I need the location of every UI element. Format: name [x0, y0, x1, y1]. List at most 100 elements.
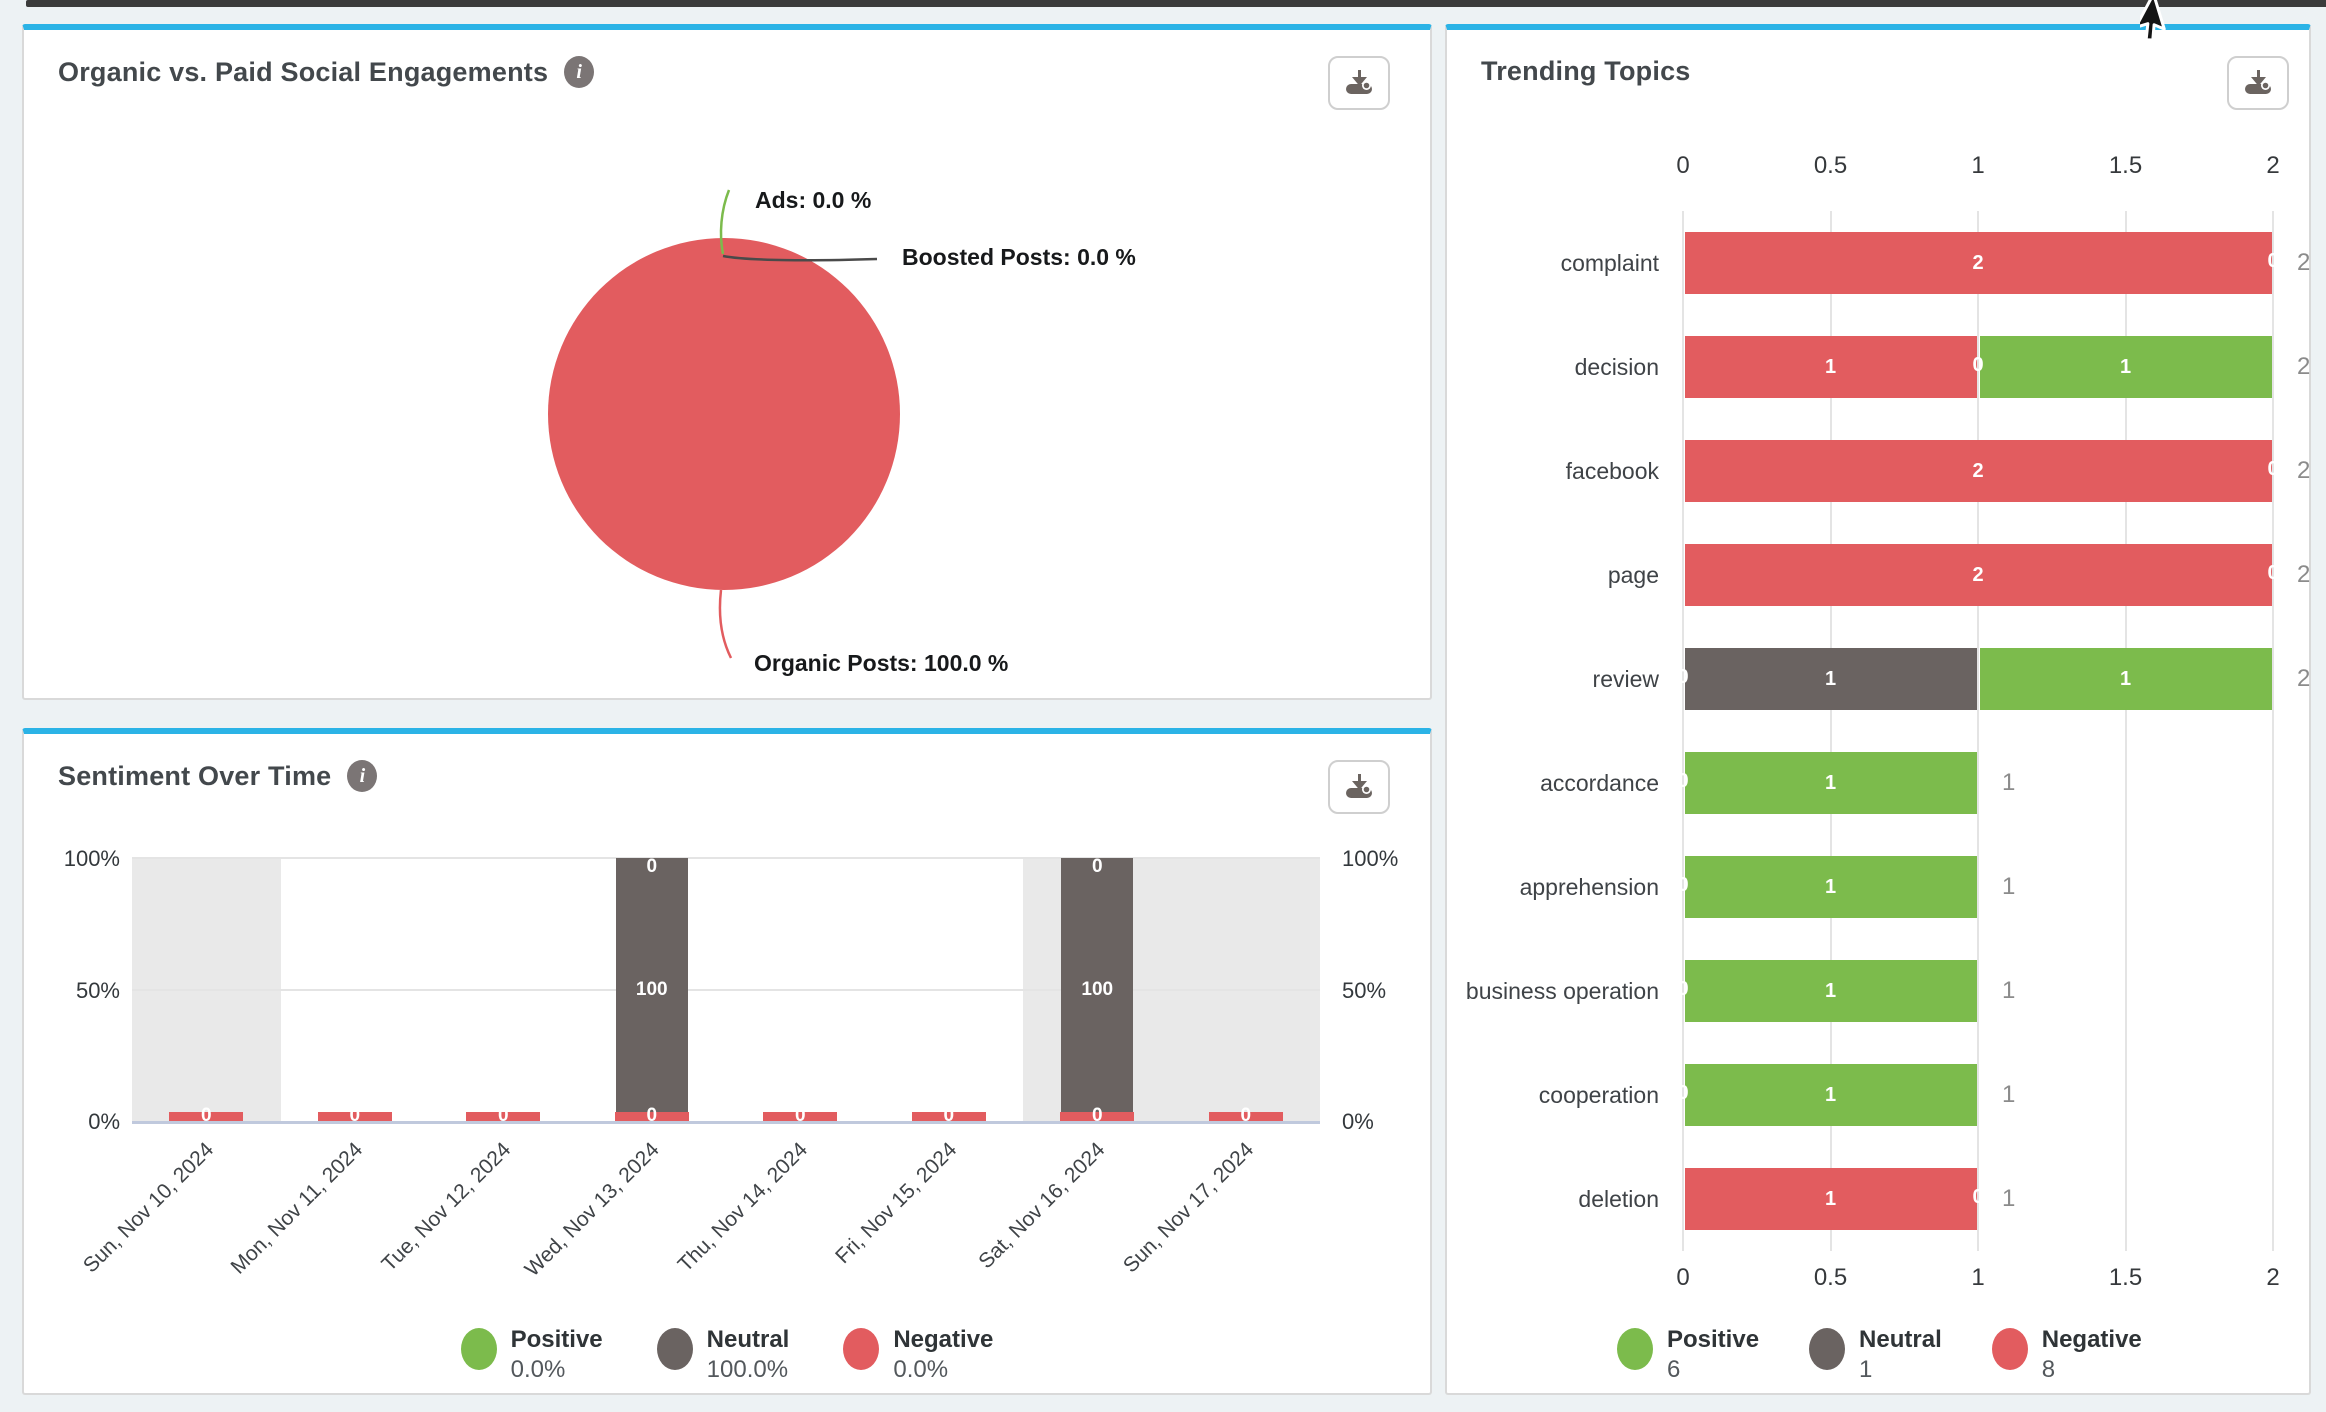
- topic-label-apprehension: apprehension: [1519, 874, 1659, 900]
- legend-text: Positive 0.0%: [511, 1326, 603, 1385]
- positive-swatch: [1617, 1328, 1653, 1370]
- x-axis-label-bottom: 0: [1676, 1264, 1690, 1291]
- x-axis-label-top: 1: [1971, 152, 1985, 179]
- negative-dash-1[interactable]: 0: [169, 1105, 244, 1126]
- topic-label-complaint: complaint: [1560, 250, 1659, 276]
- legend-item-negative[interactable]: Negative 0.0%: [843, 1326, 993, 1385]
- zero-value-label: 0: [1677, 666, 1689, 688]
- negative-dash-7[interactable]: 0: [1060, 1105, 1135, 1126]
- accordance-positive-bar[interactable]: 1: [1684, 752, 1977, 814]
- positive-swatch: [460, 1328, 497, 1370]
- panel-header: Organic vs. Paid Social Engagements i: [58, 56, 595, 88]
- x-axis-label-bottom: 1: [1971, 1264, 1985, 1291]
- zero-value-label: 0: [1972, 354, 1984, 376]
- pie-label-boosted-posts: Boosted Posts: 0.0 %: [902, 244, 1136, 270]
- pie-chart: Ads: 0.0 % Boosted Posts: 0.0 % Organic …: [24, 30, 1430, 698]
- decision-positive-bar[interactable]: 1: [1979, 336, 2272, 398]
- pie-slice-organic-posts[interactable]: [548, 238, 900, 590]
- cooperation-positive-bar[interactable]: 1: [1684, 1064, 1977, 1126]
- download-icon: [1346, 70, 1372, 94]
- sentiment-legend: Positive 0.0% Neutral 100.0% Negative 0.0%: [24, 1326, 1430, 1385]
- negative-value-label: 0: [646, 1105, 658, 1126]
- legend-value: 8: [2041, 1355, 2056, 1383]
- neutral-swatch: [656, 1328, 693, 1370]
- download-button[interactable]: [1328, 56, 1390, 110]
- legend-item-neutral[interactable]: Neutral 1: [1809, 1326, 1942, 1385]
- negative-dash-5[interactable]: 0: [763, 1105, 838, 1126]
- gridline-100pct: [132, 857, 1320, 859]
- legend-value: 0.0%: [893, 1355, 949, 1383]
- topic-label-facebook: facebook: [1565, 458, 1659, 484]
- zero-value-label: 0: [1677, 978, 1689, 1000]
- y-axis-label-right: 100%: [1342, 846, 1399, 871]
- neutral-bar-7[interactable]: 0 100: [1061, 856, 1134, 1121]
- info-icon[interactable]: i: [347, 760, 378, 792]
- facebook-negative-bar[interactable]: 2: [1684, 440, 2272, 502]
- negative-dash-2[interactable]: 0: [317, 1105, 392, 1126]
- decision-negative-bar[interactable]: 1: [1684, 336, 1977, 398]
- legend-item-negative[interactable]: Negative 8: [1991, 1326, 2142, 1385]
- review-positive-bar[interactable]: 1: [1979, 648, 2272, 710]
- negative-value-label: 0: [200, 1105, 212, 1126]
- legend-name: Positive: [510, 1326, 603, 1353]
- neutral-value-label: 100: [635, 978, 668, 1000]
- review-neutral-bar[interactable]: 1: [1684, 648, 1977, 710]
- topic-label-deletion: deletion: [1578, 1186, 1659, 1212]
- neutral-bar-4[interactable]: 0 100: [615, 856, 688, 1121]
- legend-text: Negative 0.0%: [893, 1326, 993, 1385]
- legend-value: 6: [1667, 1355, 1681, 1383]
- panel-header: Sentiment Over Time i: [58, 760, 378, 792]
- mouse-cursor: [2140, 0, 2166, 42]
- x-axis-date-label: Mon, Nov 11, 2024: [226, 1138, 368, 1279]
- zero-value-label: 0: [1677, 874, 1689, 896]
- pie-label-organic-posts: Organic Posts: 100.0 %: [754, 650, 1009, 676]
- zero-value-label: 0: [1677, 1082, 1689, 1104]
- info-icon[interactable]: i: [564, 56, 595, 88]
- negative-dash-8[interactable]: 0: [1208, 1105, 1283, 1126]
- legend-item-neutral[interactable]: Neutral 100.0%: [656, 1326, 790, 1385]
- negative-dash-3[interactable]: 0: [466, 1105, 541, 1126]
- negative-dash-4[interactable]: 0: [614, 1105, 689, 1126]
- zero-value-label: 0: [1677, 770, 1689, 792]
- legend-name: Neutral: [1859, 1326, 1942, 1353]
- gridline-1: [1977, 211, 1979, 1251]
- panel-sentiment-over-time: Sentiment Over Time i 0 Sun, Nov 10, 2024…: [22, 728, 1432, 1395]
- top-edge-bar: [26, 0, 2326, 7]
- x-axis-label-bottom: 1.5: [2108, 1264, 2143, 1291]
- panel-organic-vs-paid: Organic vs. Paid Social Engagements i Ad…: [22, 24, 1432, 700]
- legend-text: Positive 6: [1667, 1326, 1759, 1385]
- topic-label-review: review: [1592, 666, 1659, 692]
- panel-header: Trending Topics: [1481, 56, 1691, 87]
- negative-value-label: 0: [497, 1105, 509, 1126]
- topic-total-label: 2: [2297, 665, 2311, 692]
- x-axis-label-top: 2: [2266, 152, 2280, 179]
- complaint-negative-bar[interactable]: 2: [1684, 232, 2272, 294]
- x-axis-date-label: Wed, Nov 13, 2024: [520, 1138, 665, 1282]
- topics-horizontal-bar-chart: 0 0 0.5 0.5 1 1 1.5 1.5 2 2 complaint 2 0 2 decision 1 1…: [1447, 30, 2311, 1393]
- legend-text: Negative 8: [2042, 1326, 2142, 1385]
- page-negative-bar[interactable]: 2: [1684, 544, 2272, 606]
- topic-label-decision: decision: [1574, 354, 1659, 380]
- gridline-0: [1682, 211, 1684, 1251]
- deletion-negative-bar[interactable]: 1: [1684, 1168, 1977, 1230]
- topic-label-page: page: [1607, 562, 1659, 588]
- legend-name: Negative: [893, 1326, 994, 1353]
- apprehension-positive-bar[interactable]: 1: [1684, 856, 1977, 918]
- business-operation-positive-bar[interactable]: 1: [1684, 960, 1977, 1022]
- download-button[interactable]: [2227, 56, 2289, 110]
- sentiment-stacked-bar-chart: 0 Sun, Nov 10, 2024 0 Mon, Nov 11, 2024 0 Tue…: [24, 734, 1430, 1393]
- neutral-swatch: [1809, 1328, 1846, 1370]
- gridline-50pct: [132, 988, 1320, 991]
- topics-legend: Positive 6 Neutral 1 Negative 8: [1617, 1326, 2142, 1385]
- legend-item-positive[interactable]: Positive 0.0%: [460, 1326, 603, 1385]
- negative-dash-6[interactable]: 0: [911, 1105, 986, 1126]
- topic-total-label: 1: [2002, 1081, 2016, 1108]
- legend-text: Neutral 100.0%: [707, 1326, 790, 1385]
- legend-item-positive[interactable]: Positive 6: [1617, 1326, 1759, 1385]
- legend-value: 0.0%: [510, 1355, 566, 1383]
- topic-total-label: 2: [2297, 249, 2311, 276]
- x-axis-baseline: [132, 1121, 1320, 1124]
- x-axis-label-top: 0: [1676, 152, 1690, 179]
- download-button[interactable]: [1328, 760, 1390, 814]
